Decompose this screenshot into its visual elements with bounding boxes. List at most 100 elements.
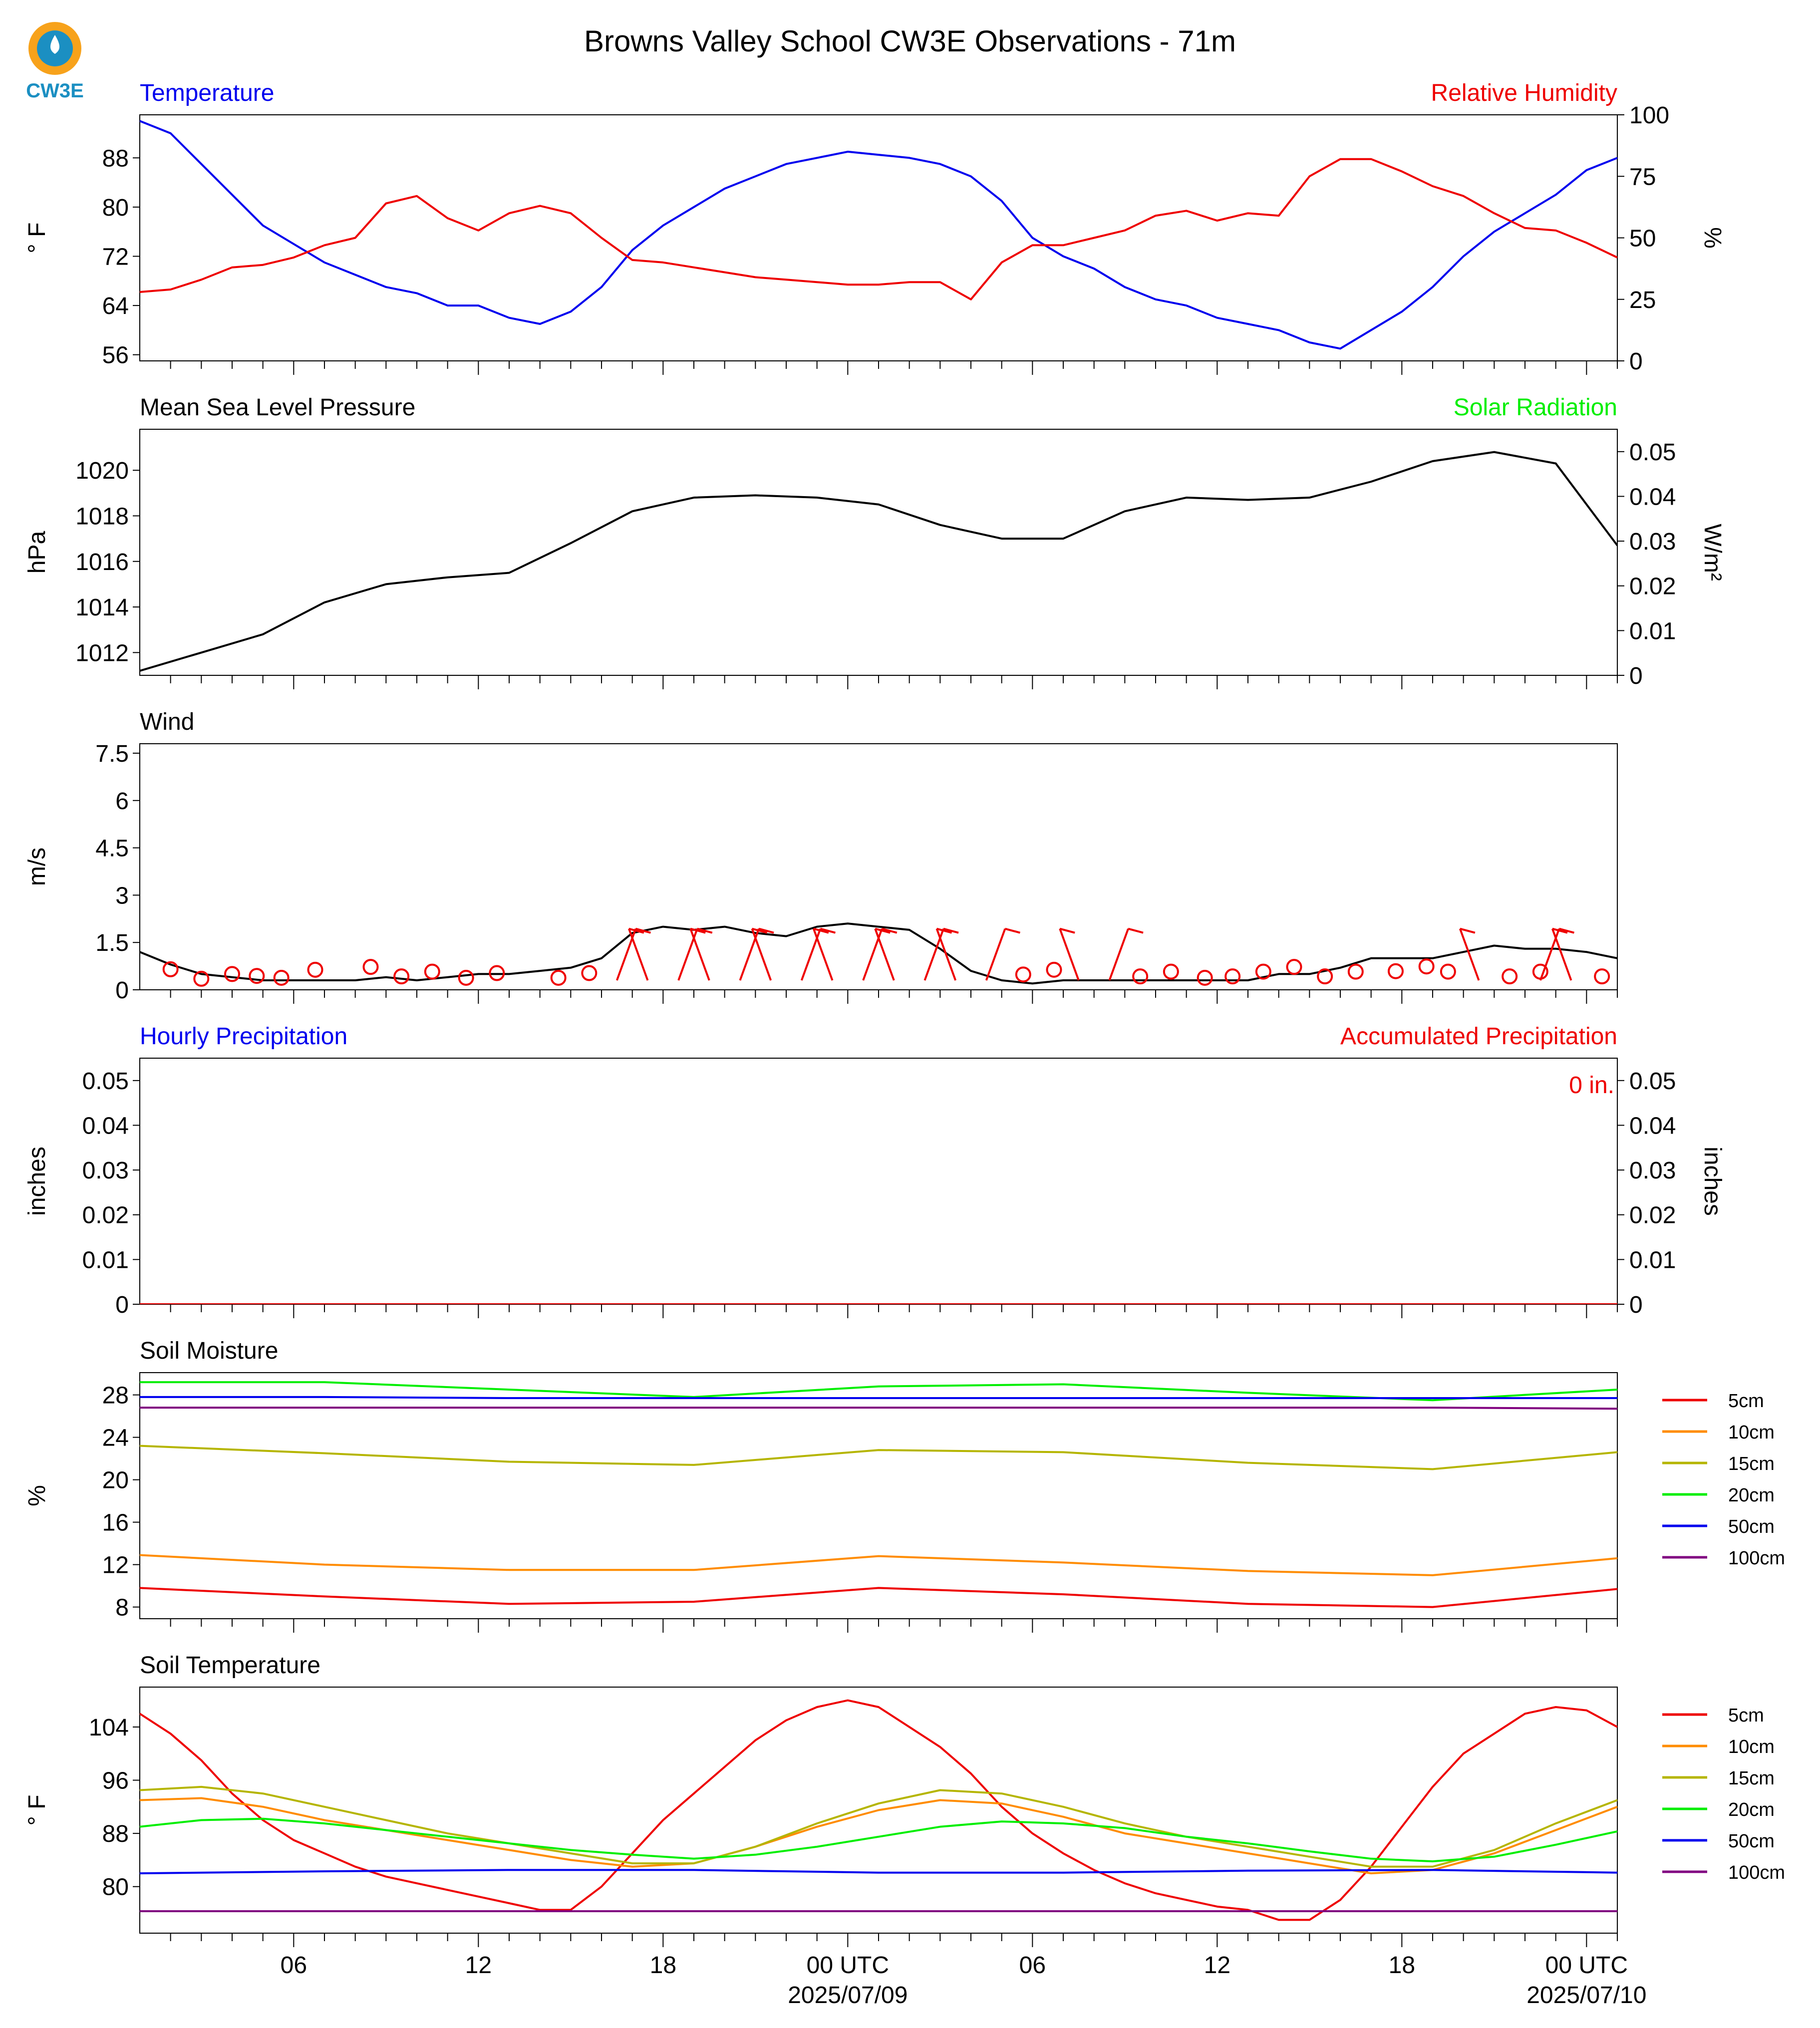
y-right-tick-label: 0 xyxy=(1629,348,1643,375)
series-line-relative-humidity xyxy=(140,158,1617,300)
wind-barb-flag xyxy=(813,927,829,934)
y-right-tick-label: 0.04 xyxy=(1629,1113,1676,1139)
y-tick-label: 7.5 xyxy=(95,741,129,767)
panel-precipitation: Hourly Precipitation Accumulated Precipit… xyxy=(24,1023,1726,1318)
wind-calm-circle xyxy=(249,968,265,984)
x-axis: 06 12 18 00 UTC 2025/07/09 06 12 18 00 UTC 2025/0… xyxy=(281,1952,1647,2009)
x-tick-label: 06 xyxy=(281,1952,307,1979)
wind-barb-flag xyxy=(1552,927,1568,934)
y-tick-label: 96 xyxy=(102,1768,129,1794)
wind-barb-shaft xyxy=(615,928,637,981)
wind-calm-circle xyxy=(1418,958,1435,975)
legend-label: 100cm xyxy=(1728,1862,1785,1883)
y-right-tick-label: 100 xyxy=(1629,102,1669,129)
series-line-mean-sea-level-pressure xyxy=(140,451,1617,672)
y-axis-label: m/s xyxy=(24,848,50,886)
y-tick-label: 24 xyxy=(102,1425,129,1451)
x-tick-label: 00 UTC xyxy=(1545,1952,1628,1979)
wind-calm-circle xyxy=(1132,968,1149,985)
y-right-tick-label: 0.02 xyxy=(1629,1202,1676,1229)
wind-barb-shaft xyxy=(677,928,698,981)
wind-barb-flag xyxy=(875,927,891,934)
y-tick-label: 0 xyxy=(115,977,129,1004)
y-tick-label: 1.5 xyxy=(95,930,129,956)
y-tick-label: 80 xyxy=(102,195,129,221)
y-tick-label: 80 xyxy=(102,1874,129,1901)
y-right-tick-label: 0.05 xyxy=(1629,439,1676,466)
wind-calm-circle xyxy=(1046,961,1062,978)
y-right-axis-label: inches xyxy=(1699,1147,1726,1216)
legend-label: 50cm xyxy=(1728,1516,1775,1537)
y-right-tick-label: 0 xyxy=(1629,663,1643,689)
y-right-tick-label: 0.05 xyxy=(1629,1068,1676,1095)
y-tick-label: 64 xyxy=(102,293,129,319)
plot-frame xyxy=(139,114,1618,361)
wind-barb-flag xyxy=(690,927,706,934)
logo-text: CW3E xyxy=(26,80,84,102)
chart-title: Browns Valley School CW3E Observations -… xyxy=(584,24,1236,58)
legend-label: 10cm xyxy=(1728,1737,1775,1757)
wind-calm-circle xyxy=(362,959,379,975)
legend-label: 5cm xyxy=(1728,1391,1764,1412)
series-group xyxy=(140,922,1617,987)
series-group xyxy=(140,1699,1617,1921)
wind-calm-circle xyxy=(393,968,410,985)
y-axis-label: inches xyxy=(24,1147,50,1216)
wind-barb-shaft xyxy=(751,928,772,981)
wind-barb-shaft xyxy=(1108,928,1130,981)
legend-label: 15cm xyxy=(1728,1768,1775,1789)
y-right-tick-label: 0 xyxy=(1629,1292,1643,1318)
panel-left-title: Wind xyxy=(140,709,194,735)
x-tick-label: 06 xyxy=(1019,1952,1046,1979)
y-tick-label: 0.01 xyxy=(82,1247,129,1273)
wind-barb-flag xyxy=(936,927,952,934)
wind-barb-shaft xyxy=(1539,928,1560,981)
wind-calm-circle xyxy=(193,970,210,987)
wind-barb-flag xyxy=(1558,927,1574,934)
y-tick-label: 4.5 xyxy=(95,836,129,862)
x-date-label: 2025/07/09 xyxy=(788,1982,908,2009)
y-tick-label: 1018 xyxy=(75,503,129,530)
wind-barb-flag xyxy=(697,927,713,934)
wind-barb-flag xyxy=(943,927,959,934)
wind-barb-shaft xyxy=(1551,928,1572,981)
wind-barb-shaft xyxy=(627,928,649,981)
y-tick-label: 1016 xyxy=(75,549,129,576)
panel-soil-temperature: Soil Temperature 80 88 96 104 ° F 5cm 10cm 15cm 2… xyxy=(24,1652,1785,1947)
wind-calm-circle xyxy=(1594,968,1610,985)
y-tick-label: 0.03 xyxy=(82,1158,129,1184)
panel-right-title: Solar Radiation xyxy=(1454,394,1617,421)
y-tick-label: 6 xyxy=(115,788,129,815)
wind-calm-circle xyxy=(581,965,598,981)
legend-label: 20cm xyxy=(1728,1485,1775,1506)
series-line-temperature xyxy=(140,120,1617,350)
wind-calm-circle xyxy=(458,969,474,986)
y-tick-label: 3 xyxy=(115,882,129,909)
legend-label: 100cm xyxy=(1728,1548,1785,1569)
y-tick-label: 104 xyxy=(89,1715,129,1741)
wind-barb-shaft xyxy=(739,928,760,981)
wind-calm-circle xyxy=(1502,968,1518,985)
x-tick-label: 18 xyxy=(650,1952,676,1979)
y-tick-label: 72 xyxy=(102,244,129,270)
legend-label: 50cm xyxy=(1728,1831,1775,1852)
wind-calm-circle xyxy=(1255,963,1271,980)
y-tick-label: 1012 xyxy=(75,640,129,666)
wind-barb-flag xyxy=(882,927,898,934)
panels: Temperature Relative Humidity5664728088° … xyxy=(24,80,1785,2009)
y-right-tick-label: 0.04 xyxy=(1629,484,1676,510)
y-right-tick-label: 0.01 xyxy=(1629,1247,1676,1273)
panel-temperature-humidity: Temperature Relative Humidity 56 64 72 80 88 ° … xyxy=(24,80,1726,375)
panel-right-title: Accumulated Precipitation xyxy=(1340,1023,1617,1050)
wind-barb-flag xyxy=(758,927,774,934)
panel-wind: Wind 0 1.5 3 4.5 6 7.5 m/s xyxy=(24,709,1618,1004)
legend-label: 20cm xyxy=(1728,1799,1775,1820)
wind-barb-flag xyxy=(628,927,644,934)
wind-barb-shaft xyxy=(800,928,822,981)
wind-calm-circle xyxy=(273,969,290,986)
series-line-wind xyxy=(140,922,1617,985)
wind-calm-circle xyxy=(550,969,567,986)
panel-right-title: Relative Humidity xyxy=(1431,80,1617,106)
wind-barb-flag xyxy=(635,927,651,934)
wind-calm-circle xyxy=(489,965,505,981)
